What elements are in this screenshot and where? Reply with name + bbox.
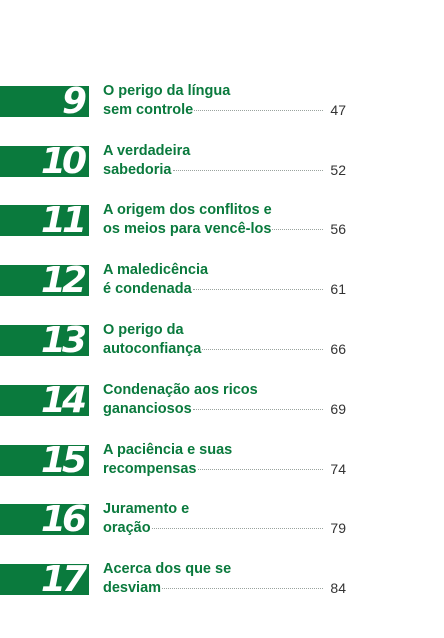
chapter-number: 9 (61, 81, 87, 122)
dot-leader (202, 348, 323, 350)
chapter-number: 11 (40, 200, 87, 241)
chapter-title-line2: os meios para vencê-los (103, 221, 272, 237)
chapter-number-badge: 9 (0, 86, 89, 117)
dot-leader (172, 169, 323, 171)
dot-leader (272, 228, 323, 230)
chapter-page-number: 84 (330, 580, 346, 596)
chapter-number-badge: 12 (0, 265, 89, 296)
chapter-title[interactable]: Acerca dos que se desviam (103, 560, 323, 598)
chapter-number-badge: 16 (0, 504, 89, 535)
chapter-title-line2: sem controle (103, 102, 194, 118)
chapter-page-number: 69 (330, 401, 346, 417)
dot-leader (197, 468, 323, 470)
chapter-title[interactable]: A maledicência é condenada (103, 261, 323, 299)
chapter-title-line1: A paciência e suas (103, 442, 233, 458)
chapter-title[interactable]: O perigo da autoconfiança (103, 321, 323, 359)
chapter-page-number: 52 (330, 162, 346, 178)
toc-entry-13[interactable]: 13 O perigo da autoconfiança 66 (0, 321, 444, 361)
chapter-page-number: 47 (330, 102, 346, 118)
chapter-number: 13 (40, 320, 87, 361)
toc-entry-12[interactable]: 12 A maledicência é condenada 61 (0, 261, 444, 301)
chapter-title-line2: gananciosos (103, 401, 192, 417)
toc-entry-9[interactable]: 9 O perigo da língua sem controle 47 (0, 82, 444, 122)
chapter-page-number: 74 (330, 461, 346, 477)
chapter-number: 15 (40, 440, 87, 481)
chapter-title-line1: Condenação aos ricos (103, 382, 258, 398)
toc-entry-15[interactable]: 15 A paciência e suas recompensas 74 (0, 441, 444, 481)
chapter-number: 10 (40, 141, 87, 182)
chapter-page-number: 79 (330, 520, 346, 536)
chapter-title-line1: Juramento e (103, 501, 190, 517)
toc-entry-10[interactable]: 10 A verdadeira sabedoria 52 (0, 142, 444, 182)
chapter-number-badge: 15 (0, 445, 89, 476)
chapter-page-number: 61 (330, 281, 346, 297)
chapter-page-number: 66 (330, 341, 346, 357)
chapter-number-badge: 10 (0, 146, 89, 177)
chapter-number: 12 (40, 260, 87, 301)
chapter-title[interactable]: A paciência e suas recompensas (103, 441, 323, 479)
chapter-title-line1: A origem dos conflitos e (103, 202, 272, 218)
chapter-page-number: 56 (330, 221, 346, 237)
chapter-number-badge: 13 (0, 325, 89, 356)
dot-leader (194, 109, 323, 111)
toc-entry-14[interactable]: 14 Condenação aos ricos gananciosos 69 (0, 381, 444, 421)
chapter-title[interactable]: O perigo da língua sem controle (103, 82, 323, 120)
toc-entry-16[interactable]: 16 Juramento e oração 79 (0, 500, 444, 540)
chapter-title-line2: oração (103, 520, 151, 536)
chapter-number-badge: 14 (0, 385, 89, 416)
toc-entry-17[interactable]: 17 Acerca dos que se desviam 84 (0, 560, 444, 600)
chapter-title-line1: O perigo da língua (103, 83, 231, 99)
chapter-title-line2: recompensas (103, 461, 197, 477)
chapter-title-line2: é condenada (103, 281, 192, 297)
dot-leader (192, 408, 323, 410)
chapter-title-line1: O perigo da (103, 322, 184, 338)
chapter-title-line1: A maledicência (103, 262, 209, 278)
dot-leader (162, 587, 323, 589)
chapter-title[interactable]: A origem dos conflitos e os meios para v… (103, 201, 323, 239)
dot-leader (192, 288, 323, 290)
chapter-title-line2: desviam (103, 580, 162, 596)
chapter-number-badge: 17 (0, 564, 89, 595)
chapter-title-line2: sabedoria (103, 162, 172, 178)
chapter-title-line1: Acerca dos que se (103, 561, 232, 577)
dot-leader (151, 527, 323, 529)
chapter-number: 17 (40, 559, 87, 600)
chapter-title[interactable]: Condenação aos ricos gananciosos (103, 381, 323, 419)
chapter-title-line1: A verdadeira (103, 143, 191, 159)
chapter-number: 16 (40, 499, 87, 540)
toc-entry-11[interactable]: 11 A origem dos conflitos e os meios par… (0, 201, 444, 241)
chapter-title[interactable]: A verdadeira sabedoria (103, 142, 323, 180)
chapter-title[interactable]: Juramento e oração (103, 500, 323, 538)
chapter-number-badge: 11 (0, 205, 89, 236)
chapter-number: 14 (40, 380, 87, 421)
chapter-title-line2: autoconfiança (103, 341, 202, 357)
